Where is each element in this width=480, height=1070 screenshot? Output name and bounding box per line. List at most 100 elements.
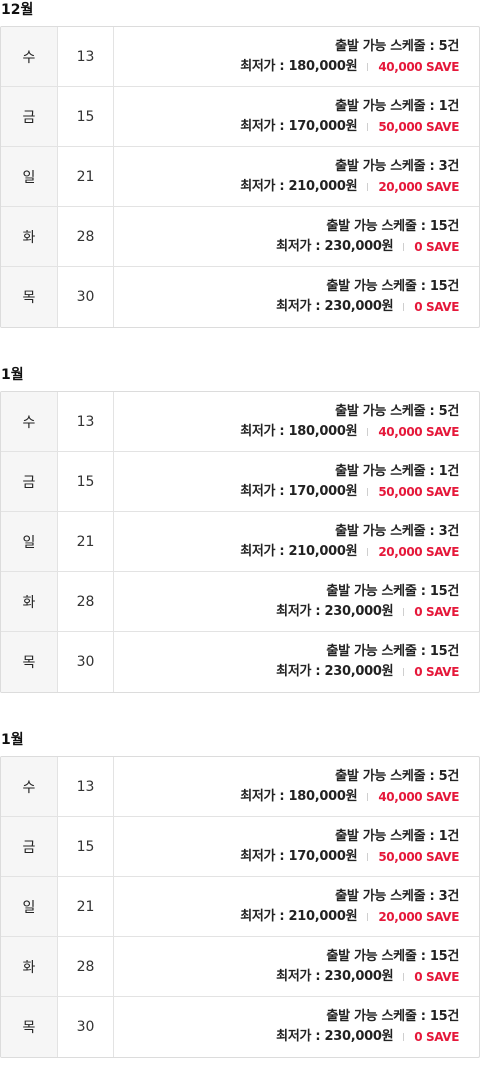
- schedule-row[interactable]: 수 13 출발 가능 스케줄 : 5건 최저가 : 180,000원 40,000 SA…: [1, 392, 479, 452]
- month-section: 12월 수 13 출발 가능 스케줄 : 5건 최저가 : 180,000원 40,000…: [0, 0, 480, 328]
- date-cell: 28: [58, 937, 114, 996]
- schedule-row[interactable]: 목 30 출발 가능 스케줄 : 15건 최저가 : 230,000원 0 SAVE: [1, 632, 479, 692]
- divider: [403, 607, 405, 616]
- divider: [403, 668, 405, 676]
- schedule-row[interactable]: 목 30 출발 가능 스케줄 : 15건 최저가 : 230,000원 0 SAVE: [1, 997, 479, 1057]
- save-amount: 0 SAVE: [414, 239, 459, 254]
- lowest-price: 최저가 : 170,000원: [240, 118, 358, 134]
- weekday-cell: 목: [1, 267, 58, 327]
- schedule-row[interactable]: 일 21 출발 가능 스케줄 : 3건 최저가 : 210,000원 20,000 SA…: [1, 147, 479, 207]
- lowest-price: 최저가 : 170,000원: [240, 848, 358, 864]
- date-cell: 28: [58, 572, 114, 631]
- price-line: 최저가 : 210,000원 20,000 SAVE: [240, 542, 459, 562]
- lowest-price: 최저가 : 230,000원: [276, 299, 394, 314]
- save-amount: 20,000 SAVE: [378, 544, 459, 559]
- schedule-row[interactable]: 수 13 출발 가능 스케줄 : 5건 최저가 : 180,000원 40,000 SA…: [1, 27, 479, 87]
- available-schedule-count: 출발 가능 스케줄 : 3건: [335, 158, 459, 174]
- schedule-row[interactable]: 화 28 출발 가능 스케줄 : 15건 최저가 : 230,000원 0 SAVE: [1, 207, 479, 267]
- available-schedule-count: 출발 가능 스케줄 : 15건: [326, 948, 459, 964]
- available-schedule-count: 출발 가능 스케줄 : 1건: [335, 98, 459, 114]
- save-amount: 40,000 SAVE: [378, 789, 459, 804]
- lowest-price: 최저가 : 230,000원: [276, 968, 394, 984]
- info-cell: 출발 가능 스케줄 : 15건 최저가 : 230,000원 0 SAVE: [114, 267, 479, 327]
- weekday-cell: 수: [1, 392, 58, 451]
- schedule-row[interactable]: 수 13 출발 가능 스케줄 : 5건 최저가 : 180,000원 40,000 SA…: [1, 757, 479, 817]
- available-schedule-count: 출발 가능 스케줄 : 15건: [326, 644, 459, 659]
- schedule-table: 수 13 출발 가능 스케줄 : 5건 최저가 : 180,000원 40,000 SA…: [0, 756, 480, 1058]
- lowest-price: 최저가 : 180,000원: [240, 58, 358, 74]
- schedule-row[interactable]: 목 30 출발 가능 스케줄 : 15건 최저가 : 230,000원 0 SAVE: [1, 267, 479, 327]
- price-line: 최저가 : 170,000원 50,000 SAVE: [240, 117, 459, 137]
- divider: [403, 972, 405, 981]
- price-line: 최저가 : 180,000원 40,000 SAVE: [240, 787, 459, 807]
- month-title: 1월: [1, 732, 24, 748]
- lowest-price: 최저가 : 180,000원: [240, 788, 358, 804]
- info-cell: 출발 가능 스케줄 : 1건 최저가 : 170,000원 50,000 SAVE: [114, 817, 479, 876]
- month-section: 1월 수 13 출발 가능 스케줄 : 5건 최저가 : 180,000원 40,000 …: [0, 730, 480, 1058]
- date-cell: 21: [58, 877, 114, 936]
- divider: [367, 547, 369, 556]
- divider: [367, 912, 369, 921]
- section-gap: [0, 693, 480, 730]
- weekday-cell: 금: [1, 87, 58, 146]
- divider: [367, 182, 369, 191]
- save-amount: 0 SAVE: [414, 665, 459, 679]
- available-schedule-count: 출발 가능 스케줄 : 3건: [335, 888, 459, 904]
- date-cell: 15: [58, 452, 114, 511]
- weekday-cell: 목: [1, 997, 58, 1057]
- weekday-cell: 일: [1, 512, 58, 571]
- price-line: 최저가 : 230,000원 0 SAVE: [276, 662, 459, 682]
- weekday-cell: 화: [1, 937, 58, 996]
- schedule-row[interactable]: 화 28 출발 가능 스케줄 : 15건 최저가 : 230,000원 0 SAVE: [1, 937, 479, 997]
- lowest-price: 최저가 : 170,000원: [240, 483, 358, 499]
- schedule-row[interactable]: 일 21 출발 가능 스케줄 : 3건 최저가 : 210,000원 20,000 SA…: [1, 512, 479, 572]
- save-amount: 50,000 SAVE: [378, 119, 459, 134]
- available-schedule-count: 출발 가능 스케줄 : 3건: [335, 523, 459, 539]
- divider: [367, 487, 369, 496]
- month-title: 1월: [1, 367, 24, 383]
- date-cell: 13: [58, 392, 114, 451]
- weekday-cell: 일: [1, 147, 58, 206]
- schedule-row[interactable]: 일 21 출발 가능 스케줄 : 3건 최저가 : 210,000원 20,000 SA…: [1, 877, 479, 937]
- price-line: 최저가 : 230,000원 0 SAVE: [276, 237, 459, 257]
- available-schedule-count: 출발 가능 스케줄 : 5건: [335, 38, 459, 54]
- divider: [367, 852, 369, 861]
- weekday-cell: 금: [1, 452, 58, 511]
- save-amount: 20,000 SAVE: [378, 179, 459, 194]
- available-schedule-count: 출발 가능 스케줄 : 15건: [326, 583, 459, 599]
- available-schedule-count: 출발 가능 스케줄 : 15건: [326, 1009, 459, 1024]
- date-cell: 15: [58, 87, 114, 146]
- price-line: 최저가 : 230,000원 0 SAVE: [276, 1027, 459, 1047]
- available-schedule-count: 출발 가능 스케줄 : 15건: [326, 279, 459, 294]
- price-line: 최저가 : 170,000원 50,000 SAVE: [240, 847, 459, 867]
- lowest-price: 최저가 : 210,000원: [240, 178, 358, 194]
- weekday-cell: 수: [1, 27, 58, 86]
- info-cell: 출발 가능 스케줄 : 5건 최저가 : 180,000원 40,000 SAVE: [114, 392, 479, 451]
- available-schedule-count: 출발 가능 스케줄 : 15건: [326, 218, 459, 234]
- save-amount: 50,000 SAVE: [378, 484, 459, 499]
- lowest-price: 최저가 : 180,000원: [240, 423, 358, 439]
- divider: [367, 122, 369, 131]
- available-schedule-count: 출발 가능 스케줄 : 5건: [335, 768, 459, 784]
- lowest-price: 최저가 : 230,000원: [276, 603, 394, 619]
- price-line: 최저가 : 210,000원 20,000 SAVE: [240, 907, 459, 927]
- schedule-row[interactable]: 금 15 출발 가능 스케줄 : 1건 최저가 : 170,000원 50,000 SA…: [1, 817, 479, 877]
- schedule-row[interactable]: 화 28 출발 가능 스케줄 : 15건 최저가 : 230,000원 0 SAVE: [1, 572, 479, 632]
- available-schedule-count: 출발 가능 스케줄 : 1건: [335, 463, 459, 479]
- divider: [403, 1033, 405, 1041]
- weekday-cell: 일: [1, 877, 58, 936]
- info-cell: 출발 가능 스케줄 : 5건 최저가 : 180,000원 40,000 SAVE: [114, 27, 479, 86]
- weekday-cell: 금: [1, 817, 58, 876]
- section-gap: [0, 328, 480, 365]
- save-amount: 0 SAVE: [414, 1030, 459, 1044]
